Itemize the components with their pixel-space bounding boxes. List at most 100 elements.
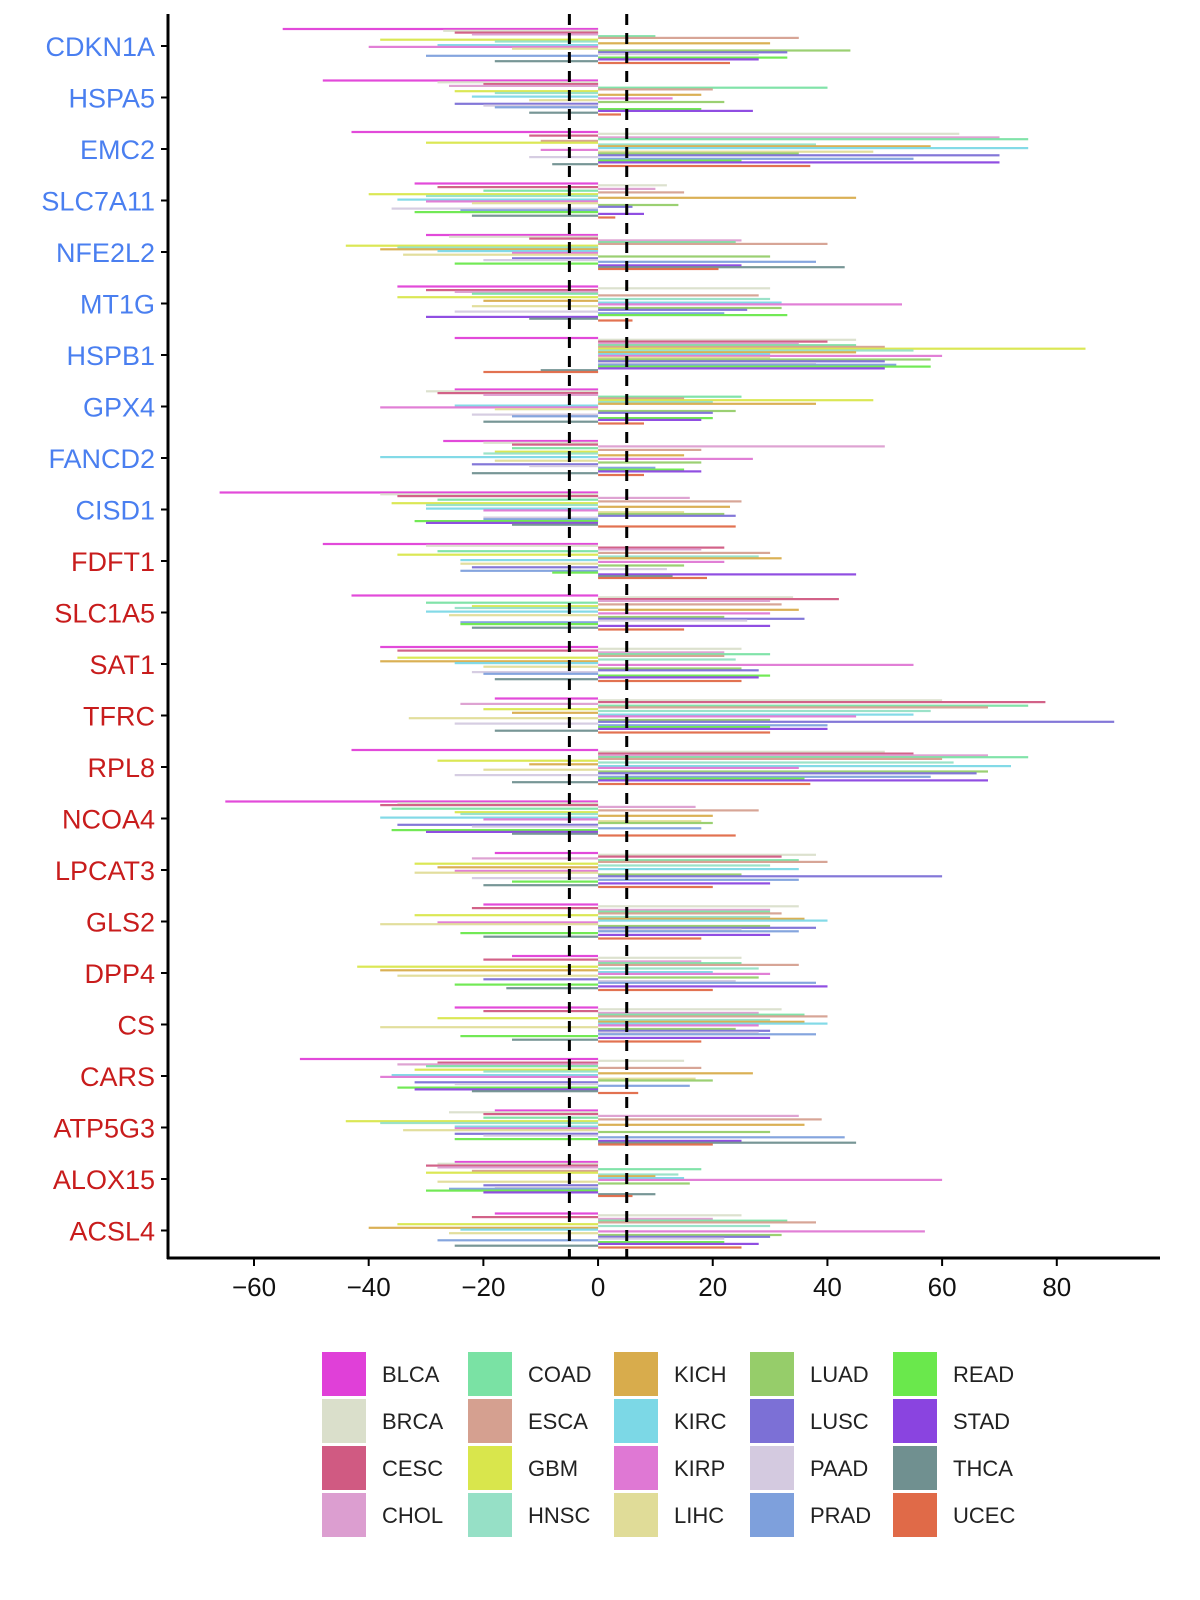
gene-label-GLS2: GLS2 — [86, 908, 155, 938]
bar-ATP5G3-KIRP — [454, 1127, 599, 1130]
bar-HSPB1-STAD — [598, 367, 885, 370]
bar-CS-LUSC — [598, 1029, 771, 1032]
bar-DPP4-KIRP — [598, 972, 771, 975]
bar-ALOX15-KIRC — [598, 1177, 685, 1180]
bar-CARS-ESCA — [598, 1066, 702, 1069]
gene-label-SLC1A5: SLC1A5 — [54, 599, 155, 629]
bar-RPL8-CHOL — [598, 754, 988, 757]
bar-HSPB1-LUSC — [598, 360, 885, 363]
bar-HSPA5-CHOL — [449, 84, 599, 87]
bar-RPL8-PAAD — [454, 774, 599, 777]
bar-GPX4-KICH — [598, 402, 816, 405]
bar-EMC2-KICH — [598, 145, 931, 148]
bar-GPX4-READ — [598, 417, 713, 420]
bar-HSPB1-UCEC — [483, 370, 599, 374]
bar-GLS2-GBM — [414, 914, 599, 917]
bar-CISD1-PRAD — [483, 518, 599, 521]
bar-CARS-KIRC — [391, 1074, 598, 1077]
bar-CDKN1A-STAD — [598, 58, 759, 61]
bar-MT1G-PRAD — [598, 312, 725, 315]
x-tick-label-1: −40 — [347, 1272, 391, 1302]
bar-SLC7A11-LUSC — [598, 205, 633, 208]
bar-TFRC-GBM — [483, 708, 599, 711]
bar-NCOA4-BLCA — [225, 800, 599, 803]
bar-CS-STAD — [598, 1036, 771, 1039]
bar-NFE2L2-PRAD — [598, 260, 816, 263]
bar-FANCD2-UCEC — [598, 473, 644, 477]
bar-NFE2L2-ESCA — [598, 242, 828, 245]
legend-swatch-ESCA — [468, 1399, 512, 1443]
x-tick-label-2: −20 — [461, 1272, 505, 1302]
bar-FDFT1-COAD — [437, 550, 599, 553]
bar-HSPA5-STAD — [598, 109, 753, 112]
bar-EMC2-CESC — [529, 134, 598, 137]
bar-CS-BLCA — [454, 1006, 599, 1009]
bar-DPP4-BRCA — [598, 956, 742, 959]
bar-RPL8-LUSC — [598, 772, 977, 775]
bar-FDFT1-KIRP — [598, 560, 725, 563]
bar-HSPA5-CESC — [483, 83, 599, 86]
bar-GLS2-THCA — [483, 935, 599, 938]
bar-SAT1-LUSC — [598, 669, 759, 672]
bar-CARS-HNSC — [483, 1070, 599, 1073]
legend-label-READ: READ — [953, 1362, 1014, 1387]
bar-DPP4-READ — [454, 983, 599, 986]
bar-ACSL4-THCA — [454, 1244, 599, 1247]
bar-GPX4-CESC — [437, 392, 599, 395]
bar-EMC2-PRAD — [598, 157, 914, 160]
bar-EMC2-HNSC — [598, 143, 816, 146]
bar-TFRC-HNSC — [598, 709, 931, 713]
bar-SLC7A11-PAAD — [391, 207, 598, 210]
legend-label-BRCA: BRCA — [382, 1409, 443, 1434]
bar-HSPB1-CESC — [598, 340, 828, 343]
legend-label-PRAD: PRAD — [810, 1503, 871, 1528]
legend-swatch-LIHC — [614, 1493, 658, 1537]
bar-NFE2L2-GBM — [345, 244, 599, 247]
bar-HSPB1-ESCA — [598, 345, 885, 348]
bar-ACSL4-BLCA — [494, 1212, 598, 1215]
legend-label-COAD: COAD — [528, 1362, 592, 1387]
bar-CISD1-ESCA — [598, 500, 742, 503]
bar-GPX4-ESCA — [598, 397, 685, 400]
bar-MT1G-LIHC — [471, 305, 599, 308]
bar-SLC1A5-LIHC — [449, 614, 599, 617]
bar-FDFT1-BRCA — [426, 544, 598, 547]
legend-label-THCA: THCA — [953, 1456, 1013, 1481]
bar-GPX4-COAD — [598, 395, 742, 398]
bar-FANCD2-LUAD — [598, 461, 702, 464]
bar-CISD1-LUSC — [598, 514, 736, 517]
legend-label-UCEC: UCEC — [953, 1503, 1015, 1528]
bar-MT1G-PAAD — [454, 310, 599, 313]
bar-GLS2-KIRC — [598, 919, 828, 922]
bar-EMC2-BLCA — [351, 130, 599, 134]
gene-label-ATP5G3: ATP5G3 — [53, 1114, 155, 1144]
bar-NCOA4-PAAD — [471, 825, 599, 828]
bar-GLS2-LIHC — [380, 923, 599, 926]
bar-TFRC-COAD — [598, 704, 1029, 707]
bar-SLC1A5-HNSC — [454, 606, 599, 610]
bar-DPP4-LUSC — [483, 978, 599, 981]
bar-SLC7A11-BLCA — [414, 182, 599, 185]
bar-GLS2-PRAD — [598, 930, 799, 933]
bar-CS-ESCA — [598, 1015, 828, 1018]
gene-label-SLC7A11: SLC7A11 — [41, 187, 155, 217]
bar-GLS2-KICH — [598, 917, 805, 920]
bar-LPCAT3-STAD — [598, 882, 771, 885]
bar-NCOA4-KIRP — [483, 818, 599, 821]
reference-lines — [567, 14, 629, 1258]
bar-ATP5G3-KIRC — [454, 1125, 599, 1128]
legend: BLCA BRCA CESC CHOL COAD ESCA GBM HNSC KICH KIRC K… — [322, 1352, 1015, 1537]
bar-CDKN1A-BRCA — [443, 29, 598, 32]
x-tick-label-3: 0 — [591, 1272, 605, 1302]
bar-HSPB1-LIHC — [598, 356, 771, 359]
bar-MT1G-STAD — [426, 315, 598, 318]
bar-CISD1-THCA — [512, 523, 598, 526]
bar-LPCAT3-KICH — [437, 866, 599, 869]
bar-GLS2-KIRP — [437, 921, 599, 924]
bar-FDFT1-STAD — [598, 573, 857, 576]
legend-swatch-LUSC — [750, 1399, 794, 1443]
gene-label-GPX4: GPX4 — [83, 393, 155, 423]
bar-FANCD2-KIRP — [598, 457, 753, 460]
bar-ATP5G3-READ — [454, 1138, 599, 1141]
